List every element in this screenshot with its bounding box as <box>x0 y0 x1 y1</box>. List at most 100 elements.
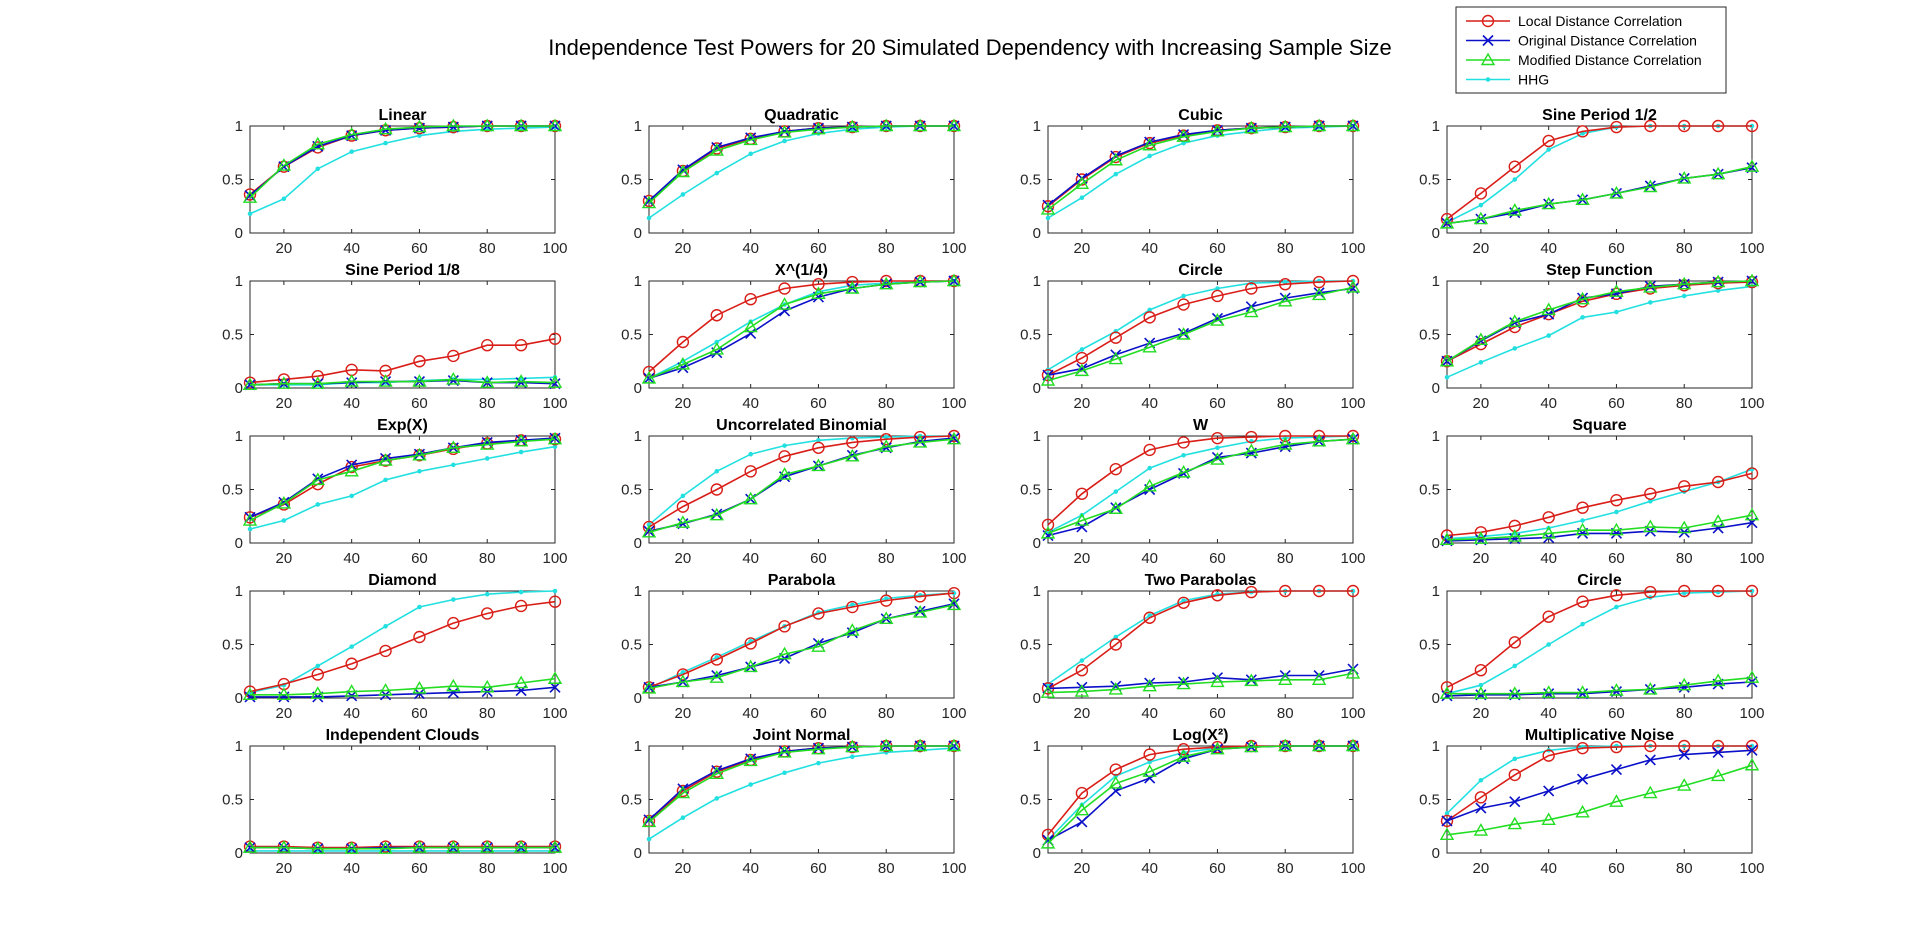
marker-p9-s0-3 <box>744 465 757 478</box>
series-line-p6-s0 <box>1047 280 1354 376</box>
series-line-p11-s0 <box>1446 472 1753 537</box>
marker-p7-s3-0 <box>1444 375 1450 380</box>
marker-p2-s2-8 <box>1311 118 1327 132</box>
xtick-label-14-0: 20 <box>1074 705 1091 722</box>
marker-p1-s0-0 <box>642 194 656 208</box>
marker-p8-s3-9 <box>552 444 558 450</box>
marker-p15-s0-0 <box>1440 681 1454 694</box>
marker-p17-s3-3 <box>748 782 753 787</box>
marker-p18-s2-9 <box>1345 738 1361 752</box>
marker-p18-s0-5 <box>1211 740 1224 754</box>
marker-p1-s2-1 <box>675 164 691 178</box>
marker-p17-s3-0 <box>646 836 652 842</box>
series-line-p6-s1 <box>1047 287 1354 376</box>
marker-p19-s0-5 <box>1610 740 1623 754</box>
marker-p12-s0-9 <box>548 595 562 608</box>
xtick-label-11-2: 60 <box>1608 550 1625 567</box>
marker-p17-s2-3 <box>743 753 758 767</box>
marker-p2-s2-6 <box>1244 120 1259 134</box>
axes-box-13 <box>648 590 955 699</box>
marker-p19-s1-2 <box>1509 796 1521 808</box>
marker-p1-s2-9 <box>946 118 962 132</box>
marker-p9-s1-6 <box>846 449 858 461</box>
marker-p9-s3-4 <box>782 443 787 448</box>
ytick-label-19-0: 0 <box>1432 845 1440 862</box>
marker-p12-s3-5 <box>417 604 422 610</box>
marker-p2-s2-7 <box>1278 119 1293 133</box>
marker-p9-s0-0 <box>642 520 656 534</box>
xtick-label-16-3: 80 <box>479 860 496 877</box>
marker-p5-s0-5 <box>812 278 825 291</box>
marker-p17-s3-6 <box>850 754 855 760</box>
series-line-p2-s2 <box>1047 125 1353 211</box>
marker-p14-s0-4 <box>1177 596 1190 609</box>
xtick-label-2-1: 40 <box>1141 240 1158 257</box>
marker-p12-s3-9 <box>552 588 558 594</box>
marker-p10-s2-1 <box>1074 513 1090 526</box>
marker-p12-s3-6 <box>451 597 456 602</box>
ytick-label-11-0: 0 <box>1432 535 1440 552</box>
ytick-label-9-2: 1 <box>634 428 642 445</box>
marker-p0-s3-4 <box>383 140 388 146</box>
marker-p17-s3-4 <box>782 770 787 776</box>
marker-p17-s2-7 <box>879 738 894 752</box>
marker-p10-s1-2 <box>1110 502 1122 514</box>
marker-p4-s2-3 <box>344 374 359 387</box>
marker-p14-s0-6 <box>1245 585 1258 599</box>
series-line-p15-s0 <box>1446 590 1752 689</box>
marker-p7-s2-2 <box>1507 314 1522 327</box>
xtick-label-3-3: 80 <box>1676 240 1693 257</box>
ytick-label-18-1: 0.5 <box>1020 792 1041 809</box>
marker-p5-s2-0 <box>641 370 657 384</box>
xtick-label-6-3: 80 <box>1277 395 1294 412</box>
marker-p14-s0-9 <box>1346 584 1360 598</box>
series-line-p8-s2 <box>249 438 556 522</box>
series-line-p19-s1 <box>1446 749 1753 822</box>
subplot-13: Parabola 20 40 60 80 100 0 0.5 1 <box>621 572 966 722</box>
marker-p10-s2-7 <box>1278 437 1293 450</box>
ytick-label-4-1: 0.5 <box>222 327 243 344</box>
marker-p3-s2-2 <box>1507 203 1522 216</box>
marker-p6-s2-5 <box>1210 313 1225 326</box>
marker-p0-s0-0 <box>243 188 257 201</box>
subplot-3: Sine Period 1/2 20 40 60 80 100 0 0.5 1 <box>1419 107 1764 257</box>
marker-p4-s0-0 <box>243 376 257 389</box>
marker-p1-s2-0 <box>641 195 657 209</box>
marker-p13-s2-2 <box>709 670 724 683</box>
xtick-label-19-4: 100 <box>1739 860 1764 877</box>
ytick-label-4-0: 0 <box>235 380 243 397</box>
marker-p15-s2-6 <box>1643 682 1658 695</box>
xtick-label-7-3: 80 <box>1676 395 1693 412</box>
marker-p7-s3-3 <box>1546 333 1551 338</box>
series-line-p5-s2 <box>648 280 955 380</box>
marker-p16-s2-7 <box>480 840 495 853</box>
marker-p3-s0-3 <box>1542 134 1555 148</box>
marker-p10-s2-5 <box>1210 452 1225 465</box>
marker-p12-s0-3 <box>345 657 358 670</box>
marker-p10-s3-4 <box>1181 452 1186 458</box>
xtick-label-3-1: 40 <box>1540 240 1557 257</box>
marker-p4-s2-0 <box>242 377 258 390</box>
marker-p0-s3-3 <box>349 149 354 154</box>
subplot-5: X^(1/4) 20 40 60 80 100 0 0.5 1 <box>621 262 966 412</box>
xtick-label-16-1: 40 <box>343 860 360 877</box>
ytick-label-0-2: 1 <box>235 118 243 135</box>
marker-p8-s2-4 <box>378 453 393 466</box>
marker-p19-s0-1 <box>1474 791 1488 804</box>
xtick-label-15-1: 40 <box>1540 705 1557 722</box>
marker-p6-s3-1 <box>1079 347 1085 352</box>
marker-p2-s3-0 <box>1045 215 1051 221</box>
marker-p9-s2-6 <box>845 448 860 462</box>
marker-p3-s2-8 <box>1710 166 1726 180</box>
legend-label-3: HHG <box>1518 72 1549 88</box>
marker-p9-s1-8 <box>914 435 926 447</box>
marker-p5-s2-6 <box>845 281 860 294</box>
marker-p10-s0-6 <box>1245 430 1258 444</box>
axes-box-5 <box>648 280 955 389</box>
marker-p6-s1-4 <box>1177 327 1190 339</box>
marker-p6-s2-8 <box>1311 287 1327 301</box>
marker-p12-s2-9 <box>547 671 563 684</box>
xtick-label-9-1: 40 <box>742 550 759 567</box>
xtick-label-1-1: 40 <box>742 240 759 257</box>
